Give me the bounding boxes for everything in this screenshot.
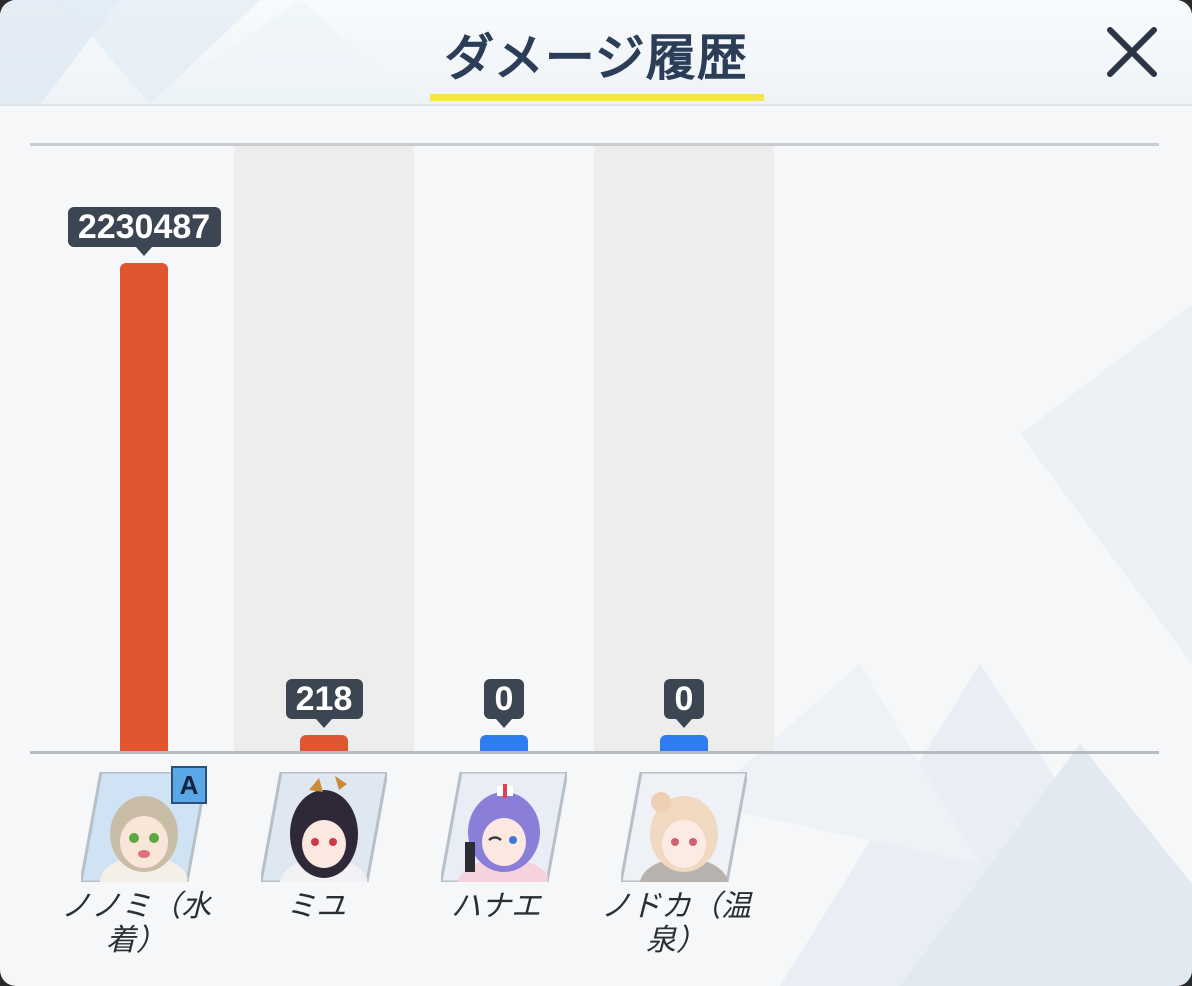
value-label: 2230487 — [67, 207, 221, 256]
bar — [300, 735, 348, 751]
bar — [120, 263, 168, 751]
background-decoration — [700, 304, 1192, 986]
chart-column — [594, 146, 774, 751]
character-portrait-icon[interactable] — [81, 772, 207, 882]
header: ダメージ履歴 — [0, 0, 1192, 106]
character-name: ハナエ — [451, 889, 541, 924]
chart-top-line — [30, 143, 1159, 146]
character-name: ミユ — [286, 889, 346, 924]
character-name: ノドカ（温泉） — [601, 889, 751, 958]
chart-baseline — [30, 751, 1159, 754]
bar — [480, 735, 528, 751]
value-label: 218 — [285, 679, 363, 728]
chart-column — [414, 146, 594, 751]
bar — [660, 735, 708, 751]
close-x-icon[interactable] — [1104, 24, 1160, 80]
chart-column — [234, 146, 414, 751]
page-title: ダメージ履歴 — [444, 29, 748, 87]
character-portrait-icon[interactable] — [261, 772, 387, 882]
badge: A — [171, 766, 207, 804]
title-underline — [430, 94, 764, 101]
value-label: 0 — [664, 679, 704, 728]
header-decoration — [0, 0, 420, 104]
value-label: 0 — [484, 679, 524, 728]
character-name: ノノミ（水着） — [61, 889, 211, 958]
character-portrait-icon[interactable] — [441, 772, 567, 882]
character-portrait-icon[interactable] — [621, 772, 747, 882]
